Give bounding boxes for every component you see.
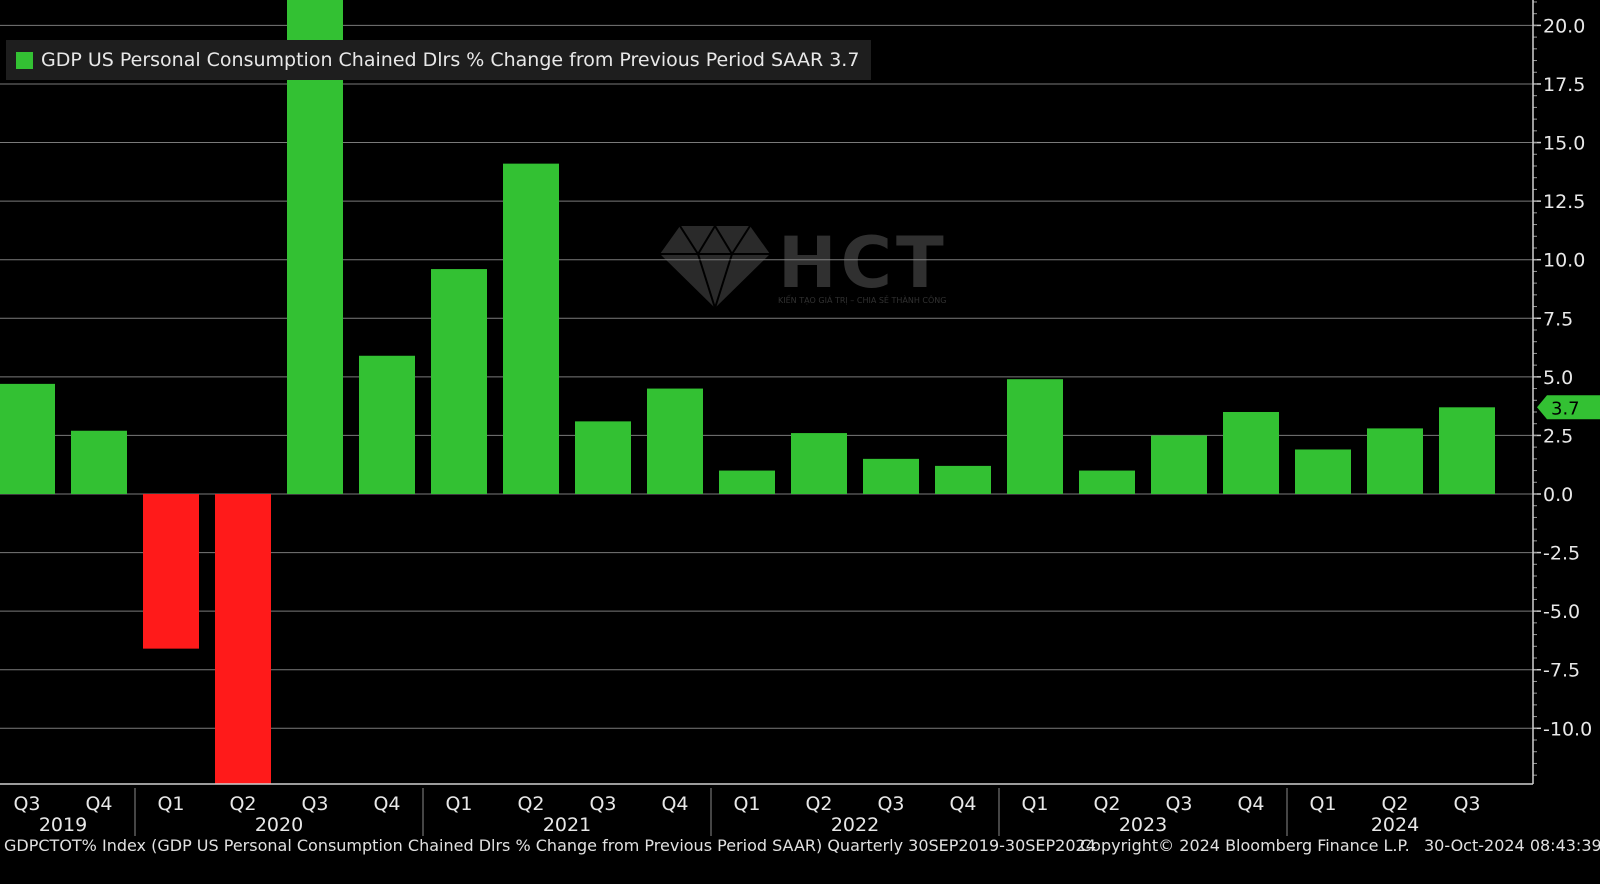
bar [791, 433, 847, 494]
x-tick-label: Q4 [661, 793, 688, 815]
bar [1079, 470, 1135, 494]
x-tick-label: Q1 [733, 793, 760, 815]
bar [863, 458, 919, 494]
bar [215, 494, 271, 784]
bar [719, 470, 775, 494]
x-year-label: 2022 [831, 814, 879, 836]
x-tick-label: Q3 [1453, 793, 1480, 815]
y-tick-label: 0.0 [1543, 484, 1573, 506]
y-tick-label: 5.0 [1543, 367, 1573, 389]
bar [1439, 407, 1495, 494]
y-tick-label: -5.0 [1543, 601, 1580, 623]
y-tick-label: 2.5 [1543, 425, 1573, 447]
y-tick-label: -2.5 [1543, 543, 1580, 565]
y-tick-label: 15.0 [1543, 133, 1585, 155]
diamond-logo-icon [660, 224, 770, 312]
footer-copyright: Copyright© 2024 Bloomberg Finance L.P. [1080, 836, 1410, 855]
last-value-label: 3.7 [1551, 398, 1580, 419]
y-tick-label: 10.0 [1543, 250, 1585, 272]
y-tick-label: -7.5 [1543, 660, 1580, 682]
bar [503, 163, 559, 494]
bar [1367, 428, 1423, 494]
bar [1007, 379, 1063, 494]
legend: GDP US Personal Consumption Chained Dlrs… [6, 40, 872, 80]
x-tick-label: Q2 [229, 793, 256, 815]
bar [71, 430, 127, 494]
last-value-marker [1537, 395, 1600, 420]
footer: GDPCTOT% Index (GDP US Personal Consumpt… [0, 836, 1600, 862]
x-tick-label: Q3 [877, 793, 904, 815]
x-tick-label: Q1 [1309, 793, 1336, 815]
x-year-label: 2019 [39, 814, 87, 836]
legend-swatch [16, 51, 33, 69]
x-year-label: 2024 [1371, 814, 1419, 836]
bar [1223, 411, 1279, 494]
x-year-label: 2021 [543, 814, 591, 836]
x-tick-label: Q2 [517, 793, 544, 815]
x-tick-label: Q3 [301, 793, 328, 815]
x-tick-label: Q4 [85, 793, 112, 815]
x-tick-label: Q3 [1165, 793, 1192, 815]
bar [431, 269, 487, 494]
x-year-label: 2023 [1119, 814, 1167, 836]
y-tick-label: 7.5 [1543, 308, 1573, 330]
bars [0, 0, 1495, 784]
y-tick-label: -10.0 [1543, 718, 1592, 740]
x-tick-label: Q2 [1093, 793, 1120, 815]
x-tick-label: Q4 [1237, 793, 1264, 815]
y-tick-label: 20.0 [1543, 15, 1585, 37]
watermark: HCT KIẾN TẠO GIÁ TRỊ – CHIA SẺ THÀNH CÔN… [660, 222, 960, 312]
y-tick-label: 17.5 [1543, 74, 1585, 96]
bar [0, 383, 55, 494]
bar [143, 494, 199, 649]
x-tick-label: Q1 [157, 793, 184, 815]
bar [359, 355, 415, 494]
bar [935, 465, 991, 494]
x-year-label: 2020 [255, 814, 303, 836]
watermark-text: HCT [778, 222, 948, 304]
bar [287, 0, 343, 494]
watermark-subtext: KIẾN TẠO GIÁ TRỊ – CHIA SẺ THÀNH CÔNG [778, 296, 947, 305]
footer-timestamp: 30-Oct-2024 08:43:39 [1424, 836, 1600, 855]
x-tick-label: Q3 [13, 793, 40, 815]
bar [575, 421, 631, 494]
bar [1295, 449, 1351, 494]
x-tick-label: Q1 [445, 793, 472, 815]
x-tick-label: Q2 [805, 793, 832, 815]
x-tick-label: Q4 [373, 793, 400, 815]
bar [1151, 435, 1207, 494]
axes: 20.0 17.5 15.0 12.5 10.0 7.5 5.0 2.5 0.0 -2.5 -5.0… [0, 0, 1600, 836]
footer-source: GDPCTOT% Index (GDP US Personal Consumpt… [4, 836, 1096, 855]
x-tick-label: Q4 [949, 793, 976, 815]
x-tick-label: Q1 [1021, 793, 1048, 815]
x-tick-label: Q2 [1381, 793, 1408, 815]
legend-label: GDP US Personal Consumption Chained Dlrs… [41, 49, 860, 71]
bar [647, 388, 703, 494]
x-tick-label: Q3 [589, 793, 616, 815]
y-tick-label: 12.5 [1543, 191, 1585, 213]
